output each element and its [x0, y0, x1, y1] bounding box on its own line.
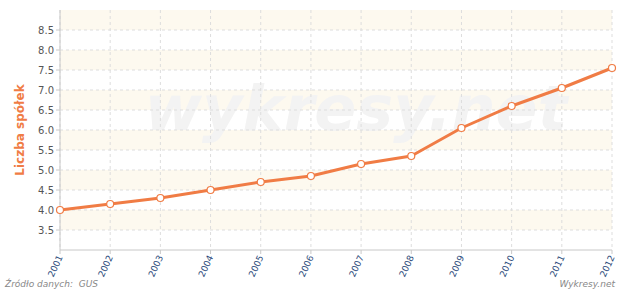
chart-container: wykresy.net3.54.04.55.05.56.06.57.07.58.… — [0, 0, 620, 292]
grid-line-y — [60, 190, 612, 191]
x-tick — [612, 250, 613, 254]
grid-line-x — [210, 10, 211, 250]
grid-line-y — [60, 110, 612, 111]
grid-line-x — [361, 10, 362, 250]
y-tick — [56, 110, 60, 111]
data-point — [408, 153, 415, 160]
data-point — [257, 179, 264, 186]
x-tick-label: 2003 — [146, 254, 165, 279]
y-tick — [56, 30, 60, 31]
grid-line-x — [310, 10, 311, 250]
x-tick-label: 2009 — [448, 253, 467, 278]
band — [60, 50, 612, 70]
grid-line-y — [60, 90, 612, 91]
y-tick-label: 4.0 — [38, 205, 54, 216]
y-tick — [56, 130, 60, 131]
grid — [60, 10, 612, 250]
data-point — [57, 207, 64, 214]
data-point — [458, 125, 465, 132]
y-tick-label: 6.0 — [38, 125, 54, 136]
band — [60, 210, 612, 230]
y-tick — [56, 150, 60, 151]
x-tick — [60, 250, 61, 254]
x-tick — [110, 250, 111, 254]
background-bands — [60, 10, 612, 230]
band — [60, 170, 612, 190]
grid-line-x — [561, 10, 562, 250]
grid-line-x — [160, 10, 161, 250]
x-tick — [361, 250, 362, 254]
x-tick-label: 2008 — [397, 253, 416, 278]
grid-line-y — [60, 130, 612, 131]
x-tick — [210, 250, 211, 254]
source: Źródło danych: GUS — [4, 278, 98, 289]
x-tick-label: 2002 — [96, 254, 115, 279]
x-tick — [310, 250, 311, 254]
y-tick-label: 3.5 — [38, 225, 54, 236]
grid-line-x — [612, 10, 613, 250]
x-tick-label: 2007 — [347, 254, 366, 279]
grid-line-y — [60, 70, 612, 71]
x-tick-label: 2004 — [197, 253, 216, 278]
data-point — [558, 85, 565, 92]
grid-line-y — [60, 30, 612, 31]
x-tick — [511, 250, 512, 254]
y-tick — [56, 170, 60, 171]
grid-line-x — [411, 10, 412, 250]
x-tick — [411, 250, 412, 254]
credit: Wykresy.net — [559, 279, 615, 289]
y-tick — [56, 230, 60, 231]
grid-line-x — [110, 10, 111, 250]
data-point — [358, 161, 365, 168]
grid-line-y — [60, 210, 612, 211]
x-tick-label: 2006 — [297, 253, 316, 278]
x-tick — [160, 250, 161, 254]
x-tick — [561, 250, 562, 254]
y-tick — [56, 190, 60, 191]
y-axis-label: Liczba spółek — [13, 83, 27, 175]
x-tick-label: 2010 — [498, 253, 517, 278]
data-point — [157, 195, 164, 202]
grid-line-y — [60, 230, 612, 231]
chart-svg: wykresy.net3.54.04.55.05.56.06.57.07.58.… — [0, 0, 620, 292]
data-point — [508, 103, 515, 110]
y-tick — [56, 90, 60, 91]
data-point — [207, 187, 214, 194]
y-tick — [56, 70, 60, 71]
y-tick — [56, 50, 60, 51]
band — [60, 10, 612, 30]
y-tick-label: 5.5 — [38, 145, 54, 156]
x-axis — [60, 250, 612, 251]
data-point — [307, 173, 314, 180]
data-group — [57, 65, 616, 214]
x-tick-label: 2011 — [548, 254, 567, 279]
x-tick-label: 2005 — [247, 254, 266, 279]
x-tick-label: 2001 — [46, 254, 65, 279]
y-tick-label: 7.0 — [38, 85, 54, 96]
grid-line-y — [60, 50, 612, 51]
y-tick-label: 7.5 — [38, 65, 54, 76]
y-tick-label: 6.5 — [38, 105, 54, 116]
x-tick — [260, 250, 261, 254]
y-tick-label: 5.0 — [38, 165, 54, 176]
grid-line-x — [511, 10, 512, 250]
data-point — [107, 201, 114, 208]
y-tick-label: 8.5 — [38, 25, 54, 36]
data-point — [609, 65, 616, 72]
x-tick-label: 2012 — [598, 254, 617, 279]
grid-line-y — [60, 150, 612, 151]
series-line — [60, 68, 612, 210]
y-tick-label: 8.0 — [38, 45, 54, 56]
y-tick-label: 4.5 — [38, 185, 54, 196]
grid-line-x — [260, 10, 261, 250]
x-tick — [461, 250, 462, 254]
